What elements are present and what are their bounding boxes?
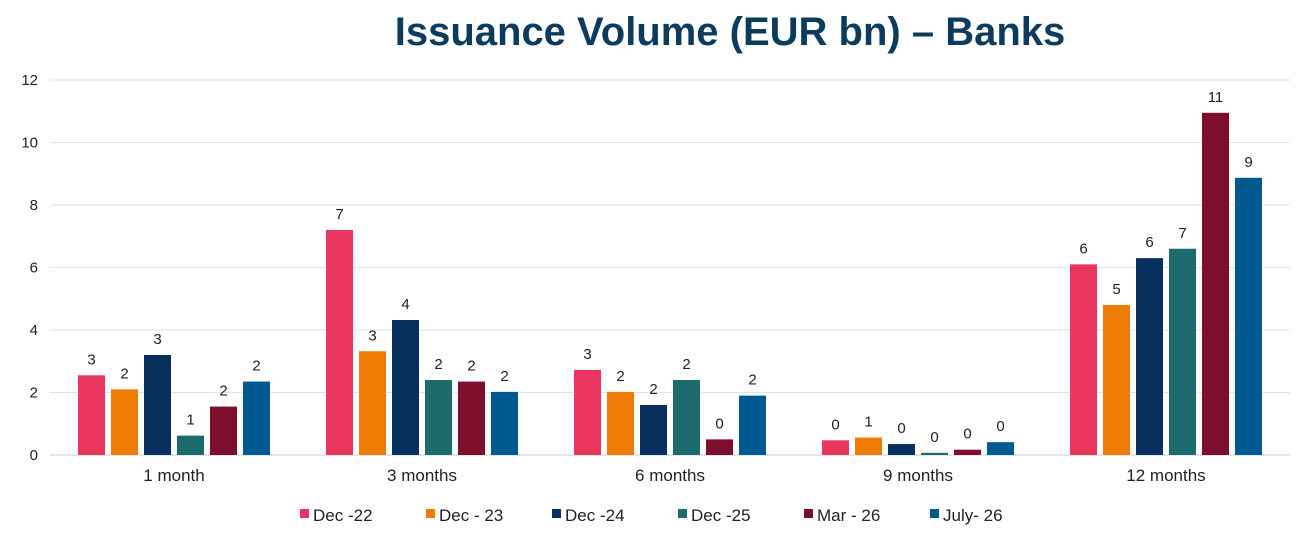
legend-label: July- 26 — [943, 506, 1003, 525]
bar — [491, 391, 518, 455]
legend-label: Dec -24 — [565, 506, 625, 525]
data-label: 2 — [649, 381, 657, 398]
bar — [855, 437, 882, 455]
data-label: 5 — [1112, 281, 1120, 298]
bar — [921, 452, 948, 455]
data-label: 2 — [616, 368, 624, 385]
data-label: 3 — [368, 327, 376, 344]
bar — [706, 439, 733, 455]
legend-swatch — [678, 509, 687, 518]
data-label: 2 — [252, 358, 260, 375]
chart-title: Issuance Volume (EUR bn) – Banks — [394, 10, 1066, 54]
y-tick-label: 12 — [21, 72, 38, 89]
bar — [425, 380, 452, 455]
bar — [144, 355, 171, 455]
data-label: 0 — [996, 418, 1004, 435]
data-label: 2 — [219, 383, 227, 400]
bar — [78, 375, 105, 455]
legend-label: Mar - 26 — [817, 506, 880, 525]
bar — [210, 406, 237, 455]
bar — [392, 320, 419, 455]
y-tick-label: 0 — [30, 447, 38, 464]
data-label: 0 — [831, 416, 839, 433]
data-label: 0 — [715, 415, 723, 432]
bar — [1235, 177, 1262, 455]
x-category-label: 6 months — [635, 466, 705, 485]
data-label: 2 — [500, 368, 508, 385]
data-label: 3 — [153, 331, 161, 348]
legend-swatch — [930, 509, 939, 518]
bar — [888, 444, 915, 455]
data-label: 2 — [682, 356, 690, 373]
y-tick-label: 4 — [30, 322, 38, 339]
bar — [1136, 258, 1163, 455]
x-category-label: 9 months — [883, 466, 953, 485]
legend-swatch — [426, 509, 435, 518]
y-tick-label: 2 — [30, 385, 38, 402]
legend-label: Dec -25 — [691, 506, 751, 525]
bar — [111, 389, 138, 455]
bar — [739, 395, 766, 455]
legend-swatch — [804, 509, 813, 518]
y-tick-label: 10 — [21, 135, 38, 152]
data-label: 9 — [1244, 154, 1252, 171]
bar — [640, 405, 667, 455]
bar — [822, 440, 849, 455]
bar — [326, 230, 353, 455]
bar — [1202, 112, 1229, 455]
bar — [359, 351, 386, 455]
data-label: 0 — [963, 426, 971, 443]
data-label: 7 — [1178, 225, 1186, 242]
data-label: 2 — [434, 356, 442, 373]
legend-swatch — [300, 509, 309, 518]
bar — [243, 381, 270, 455]
data-label: 4 — [401, 296, 409, 313]
data-label: 3 — [583, 346, 591, 363]
bar — [954, 449, 981, 455]
legend-swatch — [552, 509, 561, 518]
bar — [574, 370, 601, 455]
y-tick-label: 8 — [30, 197, 38, 214]
legend-label: Dec -22 — [313, 506, 373, 525]
data-label: 11 — [1208, 89, 1224, 106]
x-category-label: 1 month — [143, 466, 204, 485]
bar — [607, 391, 634, 455]
bar — [673, 380, 700, 455]
x-category-label: 12 months — [1126, 466, 1205, 485]
data-label: 0 — [930, 429, 938, 446]
data-label: 6 — [1079, 240, 1087, 257]
bar — [177, 435, 204, 455]
y-tick-label: 6 — [30, 260, 38, 277]
bar — [1103, 305, 1130, 455]
legend-label: Dec - 23 — [439, 506, 503, 525]
data-label: 1 — [186, 412, 194, 429]
data-label: 1 — [864, 414, 872, 431]
data-label: 3 — [87, 351, 95, 368]
x-category-label: 3 months — [387, 466, 457, 485]
data-label: 7 — [335, 206, 343, 223]
data-label: 2 — [748, 372, 756, 389]
data-label: 6 — [1145, 234, 1153, 251]
data-label: 2 — [467, 358, 475, 375]
bar — [987, 442, 1014, 455]
bar — [1070, 264, 1097, 455]
bar — [1169, 248, 1196, 455]
data-label: 0 — [897, 420, 905, 437]
data-label: 2 — [120, 365, 128, 382]
bar — [458, 381, 485, 455]
